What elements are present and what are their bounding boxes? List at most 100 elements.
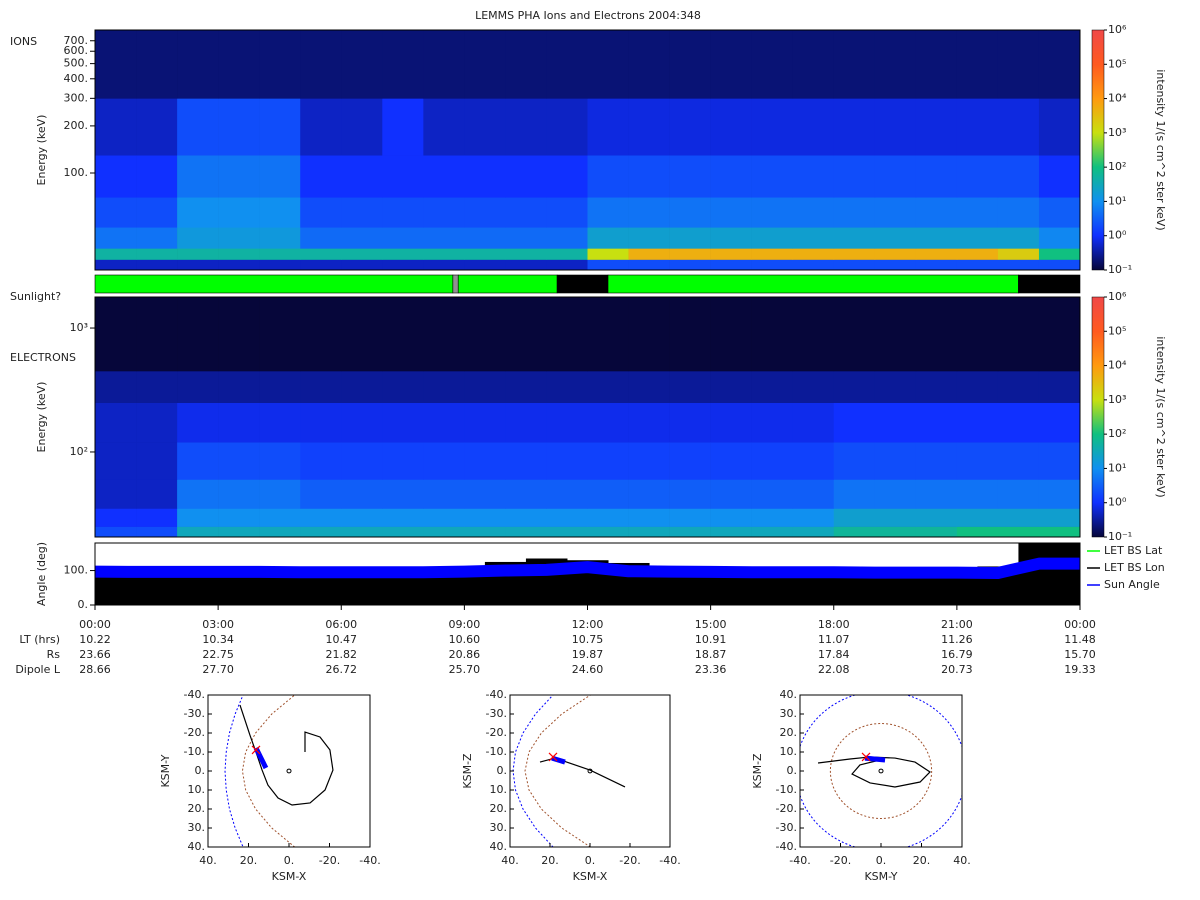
heatmap-cell bbox=[1038, 197, 1081, 228]
y-tick-label: 20. bbox=[780, 726, 798, 739]
heatmap-cell bbox=[874, 526, 917, 538]
trajectory bbox=[539, 757, 626, 788]
y-tick-label: 10. bbox=[780, 745, 798, 758]
heatmap-cell bbox=[628, 227, 670, 249]
heatmap-cell bbox=[997, 479, 1040, 509]
heatmap-cell bbox=[136, 98, 178, 156]
heatmap-cell bbox=[95, 526, 137, 538]
heatmap-cell bbox=[341, 297, 383, 372]
x-tick-label: 06:00 bbox=[325, 618, 357, 631]
boundary bbox=[224, 695, 244, 847]
heatmap-cell bbox=[505, 259, 547, 271]
heatmap-cell bbox=[505, 227, 547, 249]
heatmap-cell bbox=[997, 227, 1040, 249]
heatmap-cell bbox=[177, 479, 219, 509]
position-marker bbox=[548, 752, 558, 762]
y-axis-label: KSM-Z bbox=[461, 753, 474, 789]
heatmap-cell bbox=[382, 297, 424, 372]
heatmap-cell bbox=[382, 248, 424, 260]
heatmap-cell bbox=[915, 227, 958, 249]
colorbar-tick-label: 10⁴ bbox=[1108, 359, 1127, 372]
heatmap-cell bbox=[997, 402, 1040, 443]
y-tick-label: -40. bbox=[184, 688, 205, 701]
heatmap-cell bbox=[792, 479, 835, 509]
heatmap-cell bbox=[300, 402, 342, 443]
heatmap-cell bbox=[874, 98, 917, 156]
heatmap-cell bbox=[628, 371, 670, 403]
heatmap-cell bbox=[1038, 479, 1081, 509]
boundary bbox=[241, 695, 296, 847]
planet bbox=[286, 768, 292, 774]
status-segment bbox=[94, 274, 454, 294]
heatmap-cell bbox=[956, 227, 999, 249]
y-tick-label: 0. bbox=[497, 764, 508, 777]
heatmap-cell bbox=[792, 227, 835, 249]
heatmap-cell bbox=[177, 526, 219, 538]
heatmap-cell bbox=[341, 371, 383, 403]
heatmap-cell bbox=[95, 248, 137, 260]
heatmap-cell bbox=[874, 371, 917, 403]
x-tick-label: -40. bbox=[359, 854, 380, 867]
heatmap-cell bbox=[792, 30, 835, 99]
heatmap-cell bbox=[751, 98, 794, 156]
heatmap-cell bbox=[300, 98, 342, 156]
y-tick-label: -40. bbox=[776, 840, 797, 853]
y-tick-label: -20. bbox=[184, 726, 205, 739]
heatmap-cell bbox=[259, 30, 301, 99]
heatmap-cell bbox=[997, 526, 1040, 538]
heatmap-cell bbox=[874, 30, 917, 99]
x-tick-label: 15:00 bbox=[695, 618, 727, 631]
ephemeris-value: 11.48 bbox=[1064, 633, 1096, 646]
heatmap-cell bbox=[136, 479, 178, 509]
ephemeris-value: 24.60 bbox=[572, 663, 604, 676]
heatmap-cell bbox=[464, 155, 506, 198]
heatmap-cell bbox=[792, 248, 835, 260]
heatmap-cell bbox=[874, 259, 917, 271]
colorbar bbox=[1091, 29, 1105, 271]
heatmap-cell bbox=[341, 30, 383, 99]
heatmap-cell bbox=[956, 259, 999, 271]
series-line bbox=[95, 557, 1080, 579]
heatmap-cell bbox=[669, 442, 711, 480]
heatmap-cell bbox=[341, 155, 383, 198]
heatmap-cell bbox=[341, 259, 383, 271]
heatmap-cell bbox=[792, 98, 835, 156]
ephemeris-value: 19.87 bbox=[572, 648, 604, 661]
x-tick-label: 40. bbox=[953, 854, 971, 867]
boundary bbox=[524, 695, 592, 847]
heatmap-cell bbox=[669, 259, 711, 271]
heatmap-cell bbox=[546, 526, 588, 538]
heatmap-cell bbox=[136, 227, 178, 249]
y-tick-label: -30. bbox=[184, 707, 205, 720]
y-axis-label: Energy (keV) bbox=[35, 382, 48, 453]
y-tick-label: 0. bbox=[787, 764, 798, 777]
colorbar-tick-label: 10⁻¹ bbox=[1108, 263, 1132, 276]
heatmap-cell bbox=[956, 297, 999, 372]
x-tick-label: -40. bbox=[659, 854, 680, 867]
ephemeris-value: 26.72 bbox=[326, 663, 358, 676]
heatmap-cell bbox=[423, 371, 465, 403]
heatmap-cell bbox=[1038, 155, 1081, 198]
heatmap-cell bbox=[669, 479, 711, 509]
colorbar-tick-label: 10⁵ bbox=[1108, 324, 1126, 337]
heatmap-cell bbox=[300, 248, 342, 260]
heatmap-cell bbox=[587, 402, 629, 443]
heatmap-cell bbox=[423, 259, 465, 271]
heatmap-cell bbox=[587, 526, 629, 538]
panel-label: IONS bbox=[10, 35, 37, 48]
heatmap-cell bbox=[1038, 98, 1081, 156]
y-tick-label: 100. bbox=[64, 564, 89, 577]
heatmap-cell bbox=[505, 402, 547, 443]
heatmap-cell bbox=[874, 297, 917, 372]
heatmap-cell bbox=[874, 197, 917, 228]
ephemeris-value: 22.75 bbox=[202, 648, 234, 661]
heatmap-cell bbox=[997, 371, 1040, 403]
heatmap-cell bbox=[218, 227, 260, 249]
status-segment bbox=[1018, 274, 1081, 294]
heatmap-cell bbox=[382, 442, 424, 480]
heatmap-cell bbox=[751, 402, 794, 443]
heatmap-cell bbox=[956, 197, 999, 228]
heatmap-cell bbox=[218, 479, 260, 509]
y-tick-label: -20. bbox=[486, 726, 507, 739]
heatmap-cell bbox=[710, 479, 752, 509]
